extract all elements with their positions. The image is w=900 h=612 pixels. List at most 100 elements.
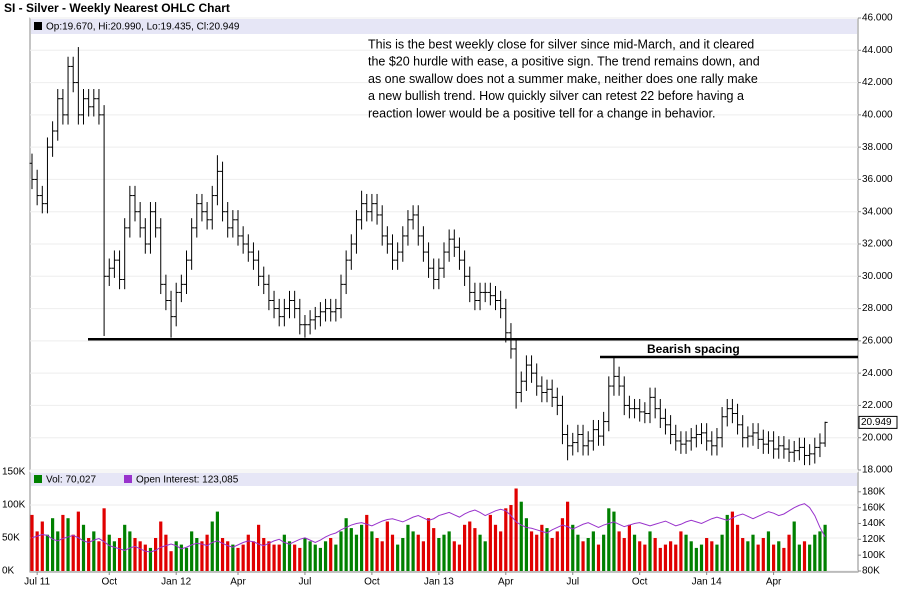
volume-bar [684,534,688,571]
volume-bar [648,531,652,571]
volume-bar [51,518,55,571]
annotation-line: the $20 hurdle with ease, a positive sig… [368,55,760,69]
volume-bar [627,524,631,571]
x-tick-label: Oct [101,577,117,588]
volume-bar [560,518,565,571]
volume-bar [71,534,75,571]
volume-legend-strip [31,473,857,486]
x-tick-label: Apr [766,577,782,588]
volume-bar [169,551,173,571]
volume-bar [236,547,240,571]
y-tick-label: 32.000 [862,239,893,250]
volume-bar [334,544,338,571]
x-tick-label: Jul 11 [24,577,50,588]
volume-bar [442,534,446,571]
volume-bar [81,524,86,571]
volume-bar [596,544,601,571]
volume-bar [576,534,580,571]
volume-bar [679,531,683,571]
x-tick-label: Jan 12 [161,577,191,588]
annotation-line: This is the best weekly close for silver… [368,37,754,51]
annotation-line: a new bullish trend. How quickly silver … [368,89,744,103]
legend-marker [34,475,42,483]
volume-bar [761,538,765,571]
x-tick-label: Jul [566,577,579,588]
volume-bar [782,547,786,571]
x-tick-label: Jul [299,577,312,588]
volume-bar [808,544,812,571]
volume-bar [205,534,209,571]
volume-bar [56,531,60,571]
y-tick-label: 40.000 [862,109,893,120]
volume-bar [622,538,626,571]
volume-bar [473,528,477,571]
volume-bar [35,531,39,571]
volume-bar [802,541,807,571]
x-tick-label: Oct [632,577,648,588]
volume-bar [45,534,50,571]
volume-bar [416,534,420,571]
volume-bar [674,544,678,571]
volume-bar [318,547,322,571]
volume-bar [421,541,425,571]
volume-bar [61,514,65,571]
volume-bar [581,541,585,571]
volume-bar [298,547,302,571]
volume-bar [385,521,389,571]
volume-bar [128,531,132,571]
annotation-line: reaction lower would be a positive tell … [368,106,715,120]
volume-bar [30,514,34,571]
volume-bar [164,534,168,571]
volume-bar [571,524,575,571]
volume-bar [365,514,369,571]
volume-bar [699,544,704,571]
volume-bar [246,534,250,571]
volume-bar [689,541,693,571]
annotation-line: as one swallow does not a summer make, n… [368,72,758,86]
volume-bar [344,518,348,571]
volume-bar [282,534,286,571]
volume-bar [117,538,122,571]
y-tick-label: 34.000 [862,206,893,217]
y-tick-label: 38.000 [862,142,893,153]
y-tick-label: 0K [2,566,15,577]
volume-bar [792,521,796,571]
volume-bar [396,544,400,571]
volume-bar [432,528,436,571]
volume-bar [272,544,276,571]
volume-bar [519,501,523,571]
volume-bar [426,518,431,571]
volume-bar [818,531,822,571]
volume-bar [612,511,616,571]
volume-bar [406,524,410,571]
y2-tick-label: 80K [862,566,880,577]
volume-bar [669,541,673,571]
volume-bar [159,521,163,571]
volume-bar [735,524,740,571]
x-tick-label: Oct [364,577,380,588]
chart-title: SI - Silver - Weekly Nearest OHLC Chart [4,1,230,15]
y2-tick-label: 160K [862,502,886,513]
volume-bar [591,531,595,571]
volume-bar [380,541,384,571]
y-tick-label: 26.000 [862,335,893,346]
volume-bar [452,541,456,571]
volume-bar [607,508,611,571]
volume-bar [602,534,606,571]
volume-bar [293,544,297,571]
volume-bar [617,531,621,571]
volume-bar [133,538,137,571]
y-tick-label: 30.000 [862,271,893,282]
legend-marker [34,22,42,30]
volume-bar [488,514,492,571]
volume-bar [447,531,451,571]
volume-bar [746,541,750,571]
volume-bar [313,544,317,571]
volume-bar [76,511,80,571]
volume-bar [66,518,70,571]
volume-bar [179,544,183,571]
legend-marker [124,475,132,483]
volume-bar [483,541,487,571]
volume-bar [92,531,96,571]
